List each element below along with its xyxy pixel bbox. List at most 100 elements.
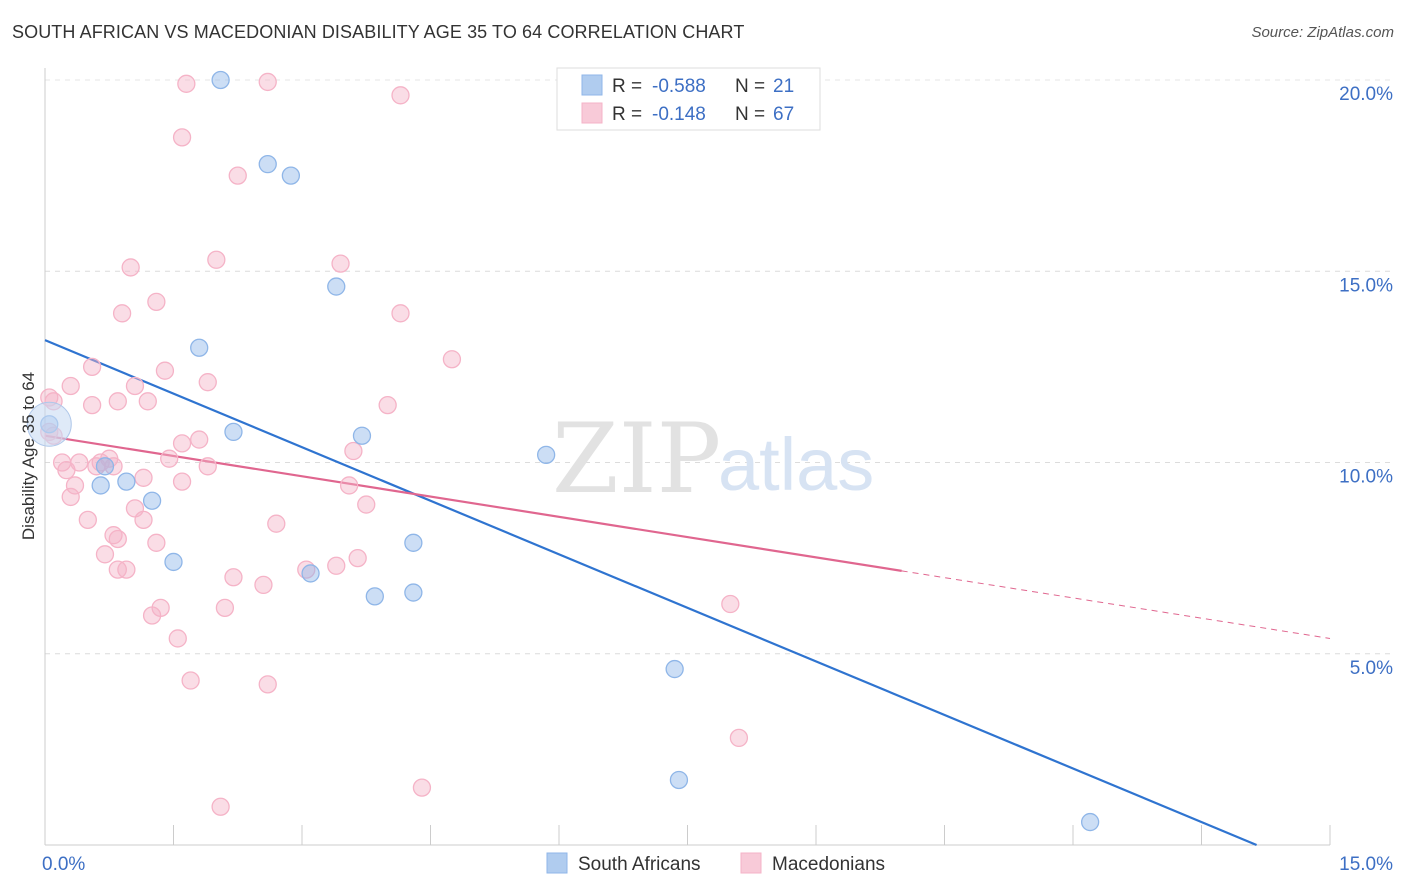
watermark-atlas: atlas [718, 423, 874, 506]
series-legend-swatch [546, 852, 568, 874]
stats-r-value: -0.588 [652, 76, 706, 97]
south-african-point [404, 533, 423, 552]
axes [44, 68, 1331, 846]
south-african-point [669, 770, 689, 790]
macedonian-point [112, 304, 132, 323]
x-tick-label: 0.0% [42, 854, 85, 875]
series-legend: South Africans Macedonians [546, 852, 885, 875]
stats-r-value: -0.148 [652, 104, 706, 125]
macedonian-point [258, 675, 277, 694]
macedonian-point [327, 556, 346, 575]
macedonian-point [181, 671, 200, 690]
south-african-point [404, 583, 423, 602]
macedonian-point [224, 568, 243, 587]
macedonian-point [78, 510, 97, 530]
y-tick-label: 10.0% [1339, 467, 1393, 488]
y-tick-labels: 5.0% 10.0% 15.0% 20.0% [1339, 84, 1393, 679]
macedonian-point [412, 778, 432, 797]
south-african-point [91, 476, 110, 495]
south-african-point [95, 457, 115, 476]
macedonian-point [339, 476, 359, 495]
south-african-point [327, 277, 346, 296]
macedonian-point [172, 472, 192, 491]
macedonian-point [134, 510, 153, 530]
macedonian-point [198, 373, 217, 392]
south-african-point [258, 154, 277, 174]
south-african-point [211, 70, 230, 90]
macedonian-point [121, 258, 140, 277]
macedonian-point [134, 468, 153, 487]
macedonian-point [65, 476, 85, 495]
macedonian-point [142, 606, 162, 625]
macedonian-point [391, 86, 410, 105]
south-african-point [365, 587, 384, 606]
macedonian-point [108, 392, 127, 411]
macedonian-point [155, 361, 175, 380]
chart-title: SOUTH AFRICAN VS MACEDONIAN DISABILITY A… [12, 22, 745, 42]
y-axis-label: Disability Age 35 to 64 [19, 372, 38, 540]
macedonian-point [348, 548, 367, 568]
macedonian-point [211, 797, 230, 816]
stats-r-label: R = [612, 104, 642, 125]
macedonian-point [357, 495, 376, 514]
south-african-point [301, 564, 320, 583]
macedonian-point [172, 128, 192, 147]
macedonian-point [57, 460, 76, 480]
macedonian-point [125, 376, 145, 396]
macedonian-point [190, 430, 209, 449]
south-african-point [190, 338, 209, 357]
south-african-point [665, 659, 684, 679]
watermark: ZIP atlas [552, 403, 874, 515]
stats-n-label: N = [735, 104, 765, 125]
macedonian-point [378, 395, 397, 415]
source-credit: Source: ZipAtlas.com [1251, 24, 1394, 41]
macedonian-point [344, 441, 363, 461]
stats-legend: R = -0.588 N = 21 R = -0.148 N = 67 [556, 67, 821, 131]
macedonian-point [215, 598, 235, 617]
macedonian-point [138, 392, 157, 411]
trend-line-extension [901, 570, 1331, 639]
macedonian-point [95, 545, 115, 564]
south-african-point [224, 422, 243, 442]
macedonian-point [108, 529, 127, 549]
south-african-point [1080, 812, 1100, 832]
macedonian-point [258, 72, 277, 92]
y-tick-label: 5.0% [1350, 658, 1393, 679]
macedonian-point [267, 514, 286, 533]
series-legend-label: Macedonians [772, 854, 885, 875]
macedonian-point [61, 487, 80, 507]
macedonian-point [177, 74, 196, 93]
macedonian-point [117, 560, 136, 579]
macedonian-point [147, 533, 166, 552]
y-tick-label: 15.0% [1339, 275, 1393, 296]
stats-n-label: N = [735, 76, 765, 97]
series-legend-label: South Africans [578, 854, 701, 875]
stats-n-value: 67 [773, 104, 794, 125]
macedonian-point [442, 350, 462, 369]
south-african-point [352, 426, 372, 445]
south-african-point [537, 445, 556, 465]
y-tick-label: 20.0% [1339, 84, 1393, 105]
trend-line-macedonians [44, 434, 902, 572]
macedonian-point [207, 250, 226, 269]
x-tick-labels: 0.0% 15.0% [42, 854, 1393, 875]
stats-n-value: 21 [773, 76, 794, 97]
macedonian-point [82, 357, 102, 377]
macedonian-point [168, 629, 187, 648]
south-african-point-large [26, 401, 72, 447]
stats-legend-swatch [581, 102, 603, 124]
grid-lines [45, 79, 1395, 655]
stats-legend-swatch [581, 74, 603, 96]
south-african-point [117, 472, 136, 491]
macedonian-point [147, 292, 166, 312]
macedonian-point [61, 376, 80, 396]
macedonian-point [331, 254, 350, 273]
series-legend-swatch [740, 852, 762, 874]
macedonian-point [228, 166, 247, 185]
macedonian-point [254, 575, 273, 595]
macedonian-point [82, 395, 102, 415]
macedonian-point [172, 434, 192, 453]
stats-r-label: R = [612, 76, 642, 97]
trend-lines [44, 339, 1331, 847]
